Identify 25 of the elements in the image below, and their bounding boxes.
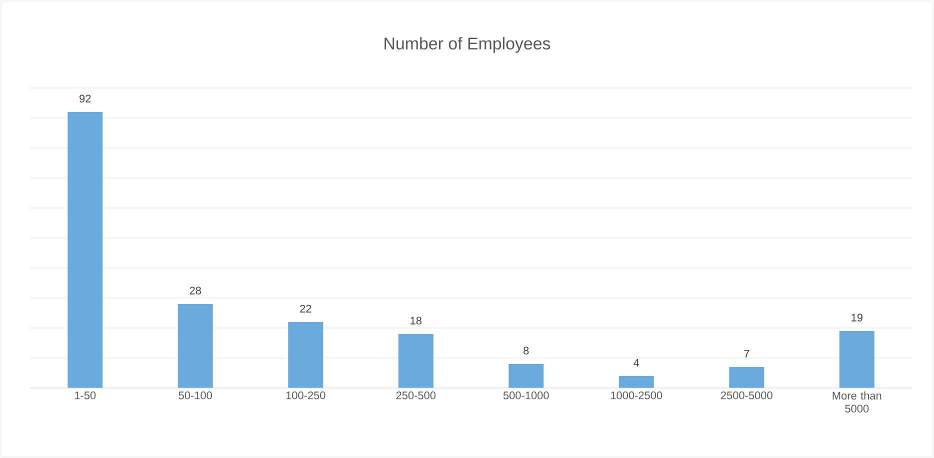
bar xyxy=(839,331,874,388)
bar xyxy=(618,376,654,388)
x-tick-label: 1000-2500 xyxy=(611,392,662,400)
bar xyxy=(178,304,213,388)
bar xyxy=(508,364,544,388)
x-tick-label: 50-100 xyxy=(178,392,212,400)
x-tick-label: 100-250 xyxy=(286,392,326,400)
data-label: 28 xyxy=(190,286,201,294)
data-label: 19 xyxy=(852,314,862,322)
bar xyxy=(398,334,434,388)
data-label: 8 xyxy=(524,346,529,354)
data-label: 7 xyxy=(744,350,750,358)
data-label: 4 xyxy=(634,358,640,366)
chart-title: Number of Employees xyxy=(384,37,550,53)
data-label: 22 xyxy=(300,304,312,312)
data-label: 92 xyxy=(80,94,91,102)
data-label: 18 xyxy=(410,316,422,324)
x-tick-label: 500-1000 xyxy=(503,392,549,400)
bar xyxy=(68,112,103,388)
bar xyxy=(729,367,764,388)
x-tick-label: More than 5000 xyxy=(832,392,882,413)
x-tick-label: 1-50 xyxy=(74,392,96,400)
x-tick-label: 2500-5000 xyxy=(720,392,772,400)
x-tick-label: 250-500 xyxy=(396,392,436,400)
bar xyxy=(288,322,324,388)
